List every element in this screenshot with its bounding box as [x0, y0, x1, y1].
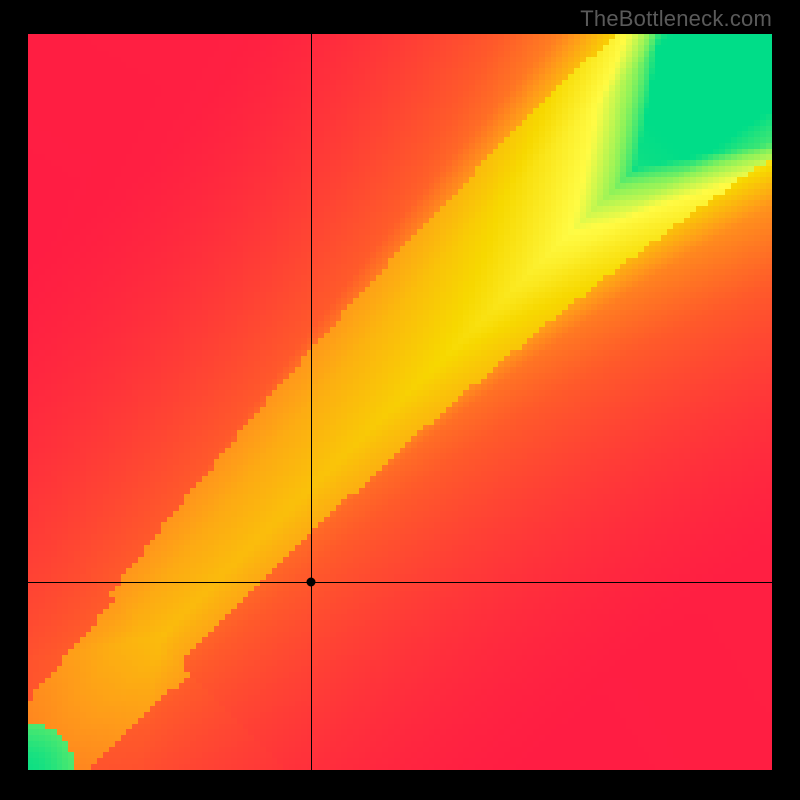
- watermark-label: TheBottleneck.com: [580, 6, 772, 32]
- heatmap-canvas: [28, 34, 772, 770]
- heatmap-plot: [28, 34, 772, 770]
- chart-container: TheBottleneck.com: [0, 0, 800, 800]
- crosshair-vertical: [311, 34, 312, 770]
- marker-dot: [306, 578, 315, 587]
- crosshair-horizontal: [28, 582, 772, 583]
